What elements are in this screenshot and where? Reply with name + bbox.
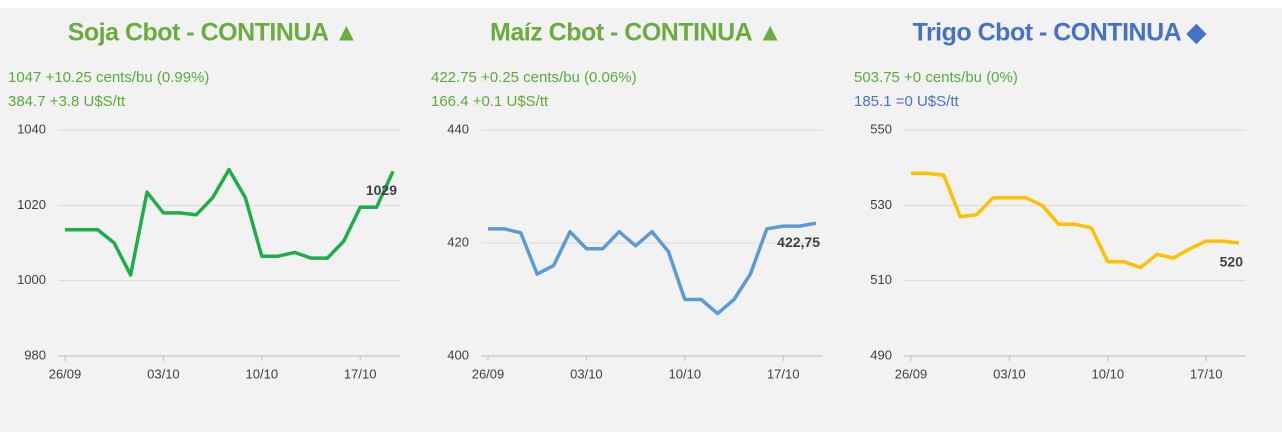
line	[65, 167, 395, 277]
line	[488, 221, 817, 316]
x-tick-label: 17/10	[767, 366, 800, 381]
y-tick-label: 400	[447, 347, 469, 362]
y-tick-label: 1040	[17, 121, 46, 136]
y-tick-label: 440	[447, 121, 469, 136]
subtitle: 422.75 +0.25 cents/bu (0.06%)	[431, 69, 637, 86]
y-tick-label: 530	[870, 197, 892, 212]
subtitle: 185.1 =0 U$S/tt	[854, 93, 959, 110]
x-tick-label: 10/10	[669, 366, 702, 381]
y-tick-label: 1000	[17, 272, 46, 287]
x-tick-label: 10/10	[246, 366, 279, 381]
x-tick-label: 03/10	[570, 366, 603, 381]
top-strip	[0, 0, 1282, 8]
y-tick-label: 490	[870, 347, 892, 362]
y-tick-label: 420	[447, 234, 469, 249]
x-tick-label: 26/09	[472, 366, 505, 381]
x-tick-label: 03/10	[147, 366, 180, 381]
subtitle: 384.7 +3.8 U$S/tt	[8, 93, 126, 110]
x-tick-label: 26/09	[895, 366, 928, 381]
subtitle: 166.4 +0.1 U$S/tt	[431, 93, 549, 110]
value-label: 520	[1220, 254, 1244, 270]
chart-title: Trigo Cbot - CONTINUA ◆	[913, 19, 1207, 47]
value-label: 422,75	[777, 234, 820, 250]
y-tick-label: 1020	[17, 197, 46, 212]
x-tick-label: 26/09	[49, 366, 82, 381]
x-tick-label: 03/10	[993, 366, 1026, 381]
x-tick-label: 17/10	[1190, 366, 1223, 381]
subtitle: 503.75 +0 cents/bu (0%)	[854, 69, 1018, 86]
chart-title: Maíz Cbot - CONTINUA ▲	[490, 19, 782, 47]
subtitle: 1047 +10.25 cents/bu (0.99%)	[8, 69, 209, 86]
y-tick-label: 550	[870, 121, 892, 136]
value-label: 1029	[366, 182, 397, 198]
y-tick-label: 980	[24, 347, 46, 362]
x-tick-label: 10/10	[1092, 366, 1125, 381]
line	[911, 171, 1240, 270]
x-tick-label: 17/10	[344, 366, 377, 381]
chart-title: Soja Cbot - CONTINUA ▲	[68, 19, 359, 47]
y-tick-label: 510	[870, 272, 892, 287]
